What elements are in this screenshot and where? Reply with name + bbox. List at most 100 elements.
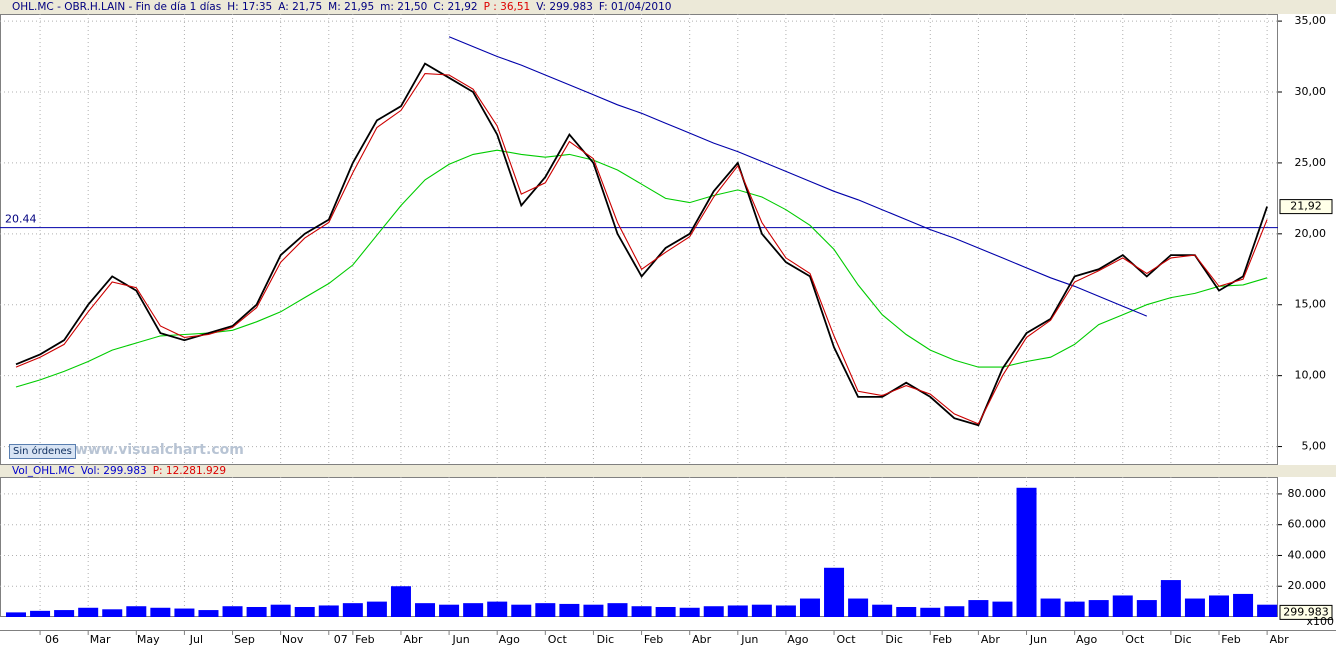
- x-tick-label: Nov: [282, 633, 304, 646]
- y-tick-label: 30,00: [1295, 85, 1327, 98]
- volume-bar: [896, 607, 917, 617]
- volume-bar: [246, 607, 267, 617]
- volume-bar: [679, 607, 700, 617]
- y-tick-label: 15,00: [1295, 298, 1327, 311]
- x-tick-label: Dic: [885, 633, 903, 646]
- volume-bar: [607, 603, 628, 617]
- last-value-box: [1279, 199, 1333, 215]
- volume-bar: [1184, 598, 1205, 617]
- volume-bar: [944, 606, 965, 617]
- y-tick-label: 35,00: [1295, 14, 1327, 27]
- x-tick-label: 06: [45, 633, 59, 646]
- x-tick-label: Feb: [644, 633, 663, 646]
- header-item: m: 21,50: [380, 1, 428, 13]
- x-tick-label: Oct: [837, 633, 857, 646]
- x-tick-label: Ago: [1076, 633, 1098, 646]
- volume-bar: [6, 612, 26, 617]
- volume-bar: [198, 610, 219, 617]
- orders-button[interactable]: Sin órdenes: [9, 444, 76, 459]
- x-tick-label: Oct: [1125, 633, 1145, 646]
- last-value-label: 21,92: [1290, 200, 1322, 213]
- y-tick-label: 5,00: [1302, 440, 1327, 453]
- volume-bar: [342, 603, 363, 617]
- last-value-label: 299.983: [1283, 605, 1329, 618]
- price-frame: [0, 14, 1278, 465]
- level-label: 20.44: [5, 213, 37, 226]
- header-item: H: 17:35: [227, 1, 273, 13]
- volume-bar: [366, 601, 387, 617]
- header-bar: [0, 0, 1336, 14]
- volume-bar: [655, 607, 676, 617]
- volume-bar: [222, 606, 243, 617]
- volume-bar: [1257, 604, 1278, 617]
- volume-bar: [78, 607, 99, 617]
- y-tick-label: 25,00: [1295, 156, 1327, 169]
- volume-bar: [1209, 595, 1229, 617]
- header-item: F: 01/04/2010: [598, 1, 672, 13]
- volume-header-bar: [0, 465, 1336, 477]
- volume-bar: [992, 601, 1013, 617]
- price-line: [15, 73, 1268, 425]
- x-tick-label: 07: [334, 633, 348, 646]
- header-item: V: 299.983: [536, 1, 593, 13]
- x-tick-label: Dic: [597, 633, 615, 646]
- header-item: M: 21,95: [328, 1, 375, 13]
- volume-bar: [511, 604, 532, 617]
- volume-bar: [415, 603, 436, 617]
- volume-bar: [1016, 487, 1037, 617]
- header-item: P : 36,51: [483, 1, 531, 13]
- volume-bar: [54, 610, 75, 617]
- volume-bar: [1088, 600, 1109, 617]
- x-tick-label: Jun: [451, 633, 469, 646]
- volume-bar: [631, 606, 652, 617]
- header-item: OHL.MC - OBR.H.LAIN - Fin de día 1 días: [12, 1, 222, 13]
- volume-bar: [775, 605, 796, 617]
- x-tick-label: Jun: [740, 633, 758, 646]
- volume-bar: [390, 586, 411, 617]
- volume-bar: [872, 604, 893, 617]
- volume-bar: [1136, 600, 1157, 617]
- y-tick-label: 20,00: [1295, 227, 1327, 240]
- header-item: P: 12.281.929: [152, 465, 227, 477]
- volume-bar: [559, 603, 580, 617]
- x-tick-label: Ago: [499, 633, 521, 646]
- volume-bar: [270, 604, 291, 617]
- volume-bar: [439, 604, 460, 617]
- volume-bar: [848, 598, 869, 617]
- y-tick-label: 20.000: [1288, 579, 1327, 592]
- x-tick-label: Abr: [692, 633, 712, 646]
- volume-bar: [126, 606, 147, 617]
- volume-bar: [583, 604, 604, 617]
- volume-bar: [487, 601, 508, 617]
- header-item: Vol: 299.983: [80, 465, 147, 477]
- volume-bar: [30, 610, 51, 617]
- volume-bar: [727, 605, 748, 617]
- price-line: [448, 36, 1148, 317]
- volume-bar: [751, 604, 772, 617]
- volume-bar: [1064, 601, 1085, 617]
- volume-bar: [799, 598, 820, 617]
- header-item: A: 21,75: [278, 1, 323, 13]
- volume-bar: [920, 607, 941, 617]
- volume-bar: [463, 603, 484, 617]
- x-tick-label: Feb: [1221, 633, 1240, 646]
- x-tick-label: May: [137, 633, 160, 646]
- price-line: [15, 149, 1268, 388]
- y-tick-label: 40.000: [1288, 548, 1327, 561]
- volume-bar: [1160, 580, 1181, 617]
- x-tick-label: Feb: [933, 633, 952, 646]
- volume-bar: [102, 609, 123, 617]
- header-item: Vol_OHL.MC: [12, 465, 75, 477]
- volume-bar: [535, 603, 556, 617]
- x-tick-label: Ago: [787, 633, 809, 646]
- x-tick-label: Oct: [548, 633, 568, 646]
- x-tick-label: Jun: [1029, 633, 1047, 646]
- y-tick-label: 80.000: [1288, 487, 1327, 500]
- volume-header: Vol_OHL.MC Vol: 299.983 P: 12.281.929: [0, 465, 1278, 477]
- x-tick-label: Feb: [355, 633, 374, 646]
- last-value-box: [1279, 604, 1333, 620]
- price-header: OHL.MC - OBR.H.LAIN - Fin de día 1 días H…: [0, 0, 1278, 14]
